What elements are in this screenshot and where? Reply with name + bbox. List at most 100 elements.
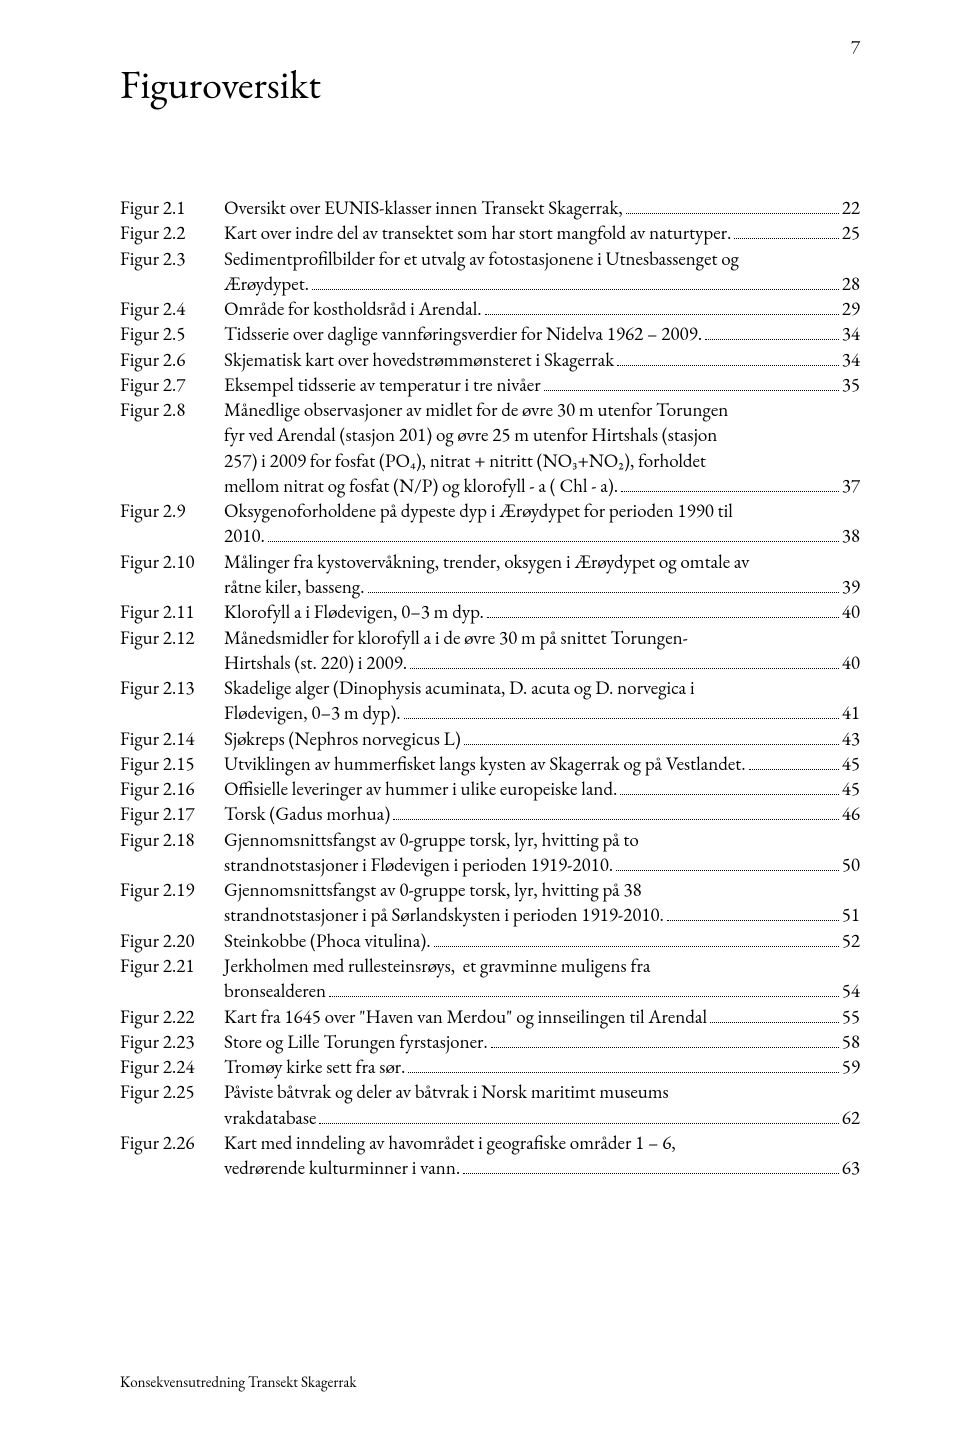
figure-body: Eksempel tidsserie av temperatur i tre n… (224, 372, 860, 397)
figure-label: Figur 2.8 (120, 397, 224, 422)
figure-text: Tromøy kirke sett fra sør. (224, 1054, 405, 1079)
figure-line: 257) i 2009 for fosfat (PO₄), nitrat + n… (224, 448, 860, 473)
figure-text: Flødevigen, 0–3 m dyp). (224, 700, 401, 725)
figure-text: Gjennomsnittsfangst av 0-gruppe torsk, l… (224, 827, 639, 852)
figure-text: Kart med inndeling av havområdet i geogr… (224, 1130, 676, 1155)
figure-text: strandnotstasjoner i på Sørlandskysten i… (224, 902, 664, 927)
figure-body: Kart over indre del av transektet som ha… (224, 220, 860, 245)
figure-text: Ærøydypet. (224, 271, 309, 296)
leader-dots (487, 601, 839, 618)
leader-dots (710, 1005, 839, 1022)
figure-entry: Figur 2.14Sjøkreps (Nephros norvegicus L… (120, 726, 860, 751)
leader-dots (312, 273, 839, 290)
figure-body: Klorofyll a i Flødevigen, 0–3 m dyp. 40 (224, 599, 860, 624)
figure-line: Flødevigen, 0–3 m dyp).41 (224, 700, 860, 725)
figure-label: Figur 2.25 (120, 1079, 224, 1104)
figure-line: Oversikt over EUNIS-klasser innen Transe… (224, 195, 860, 220)
figure-line: Område for kostholdsråd i Arendal. 29 (224, 296, 860, 321)
leader-dots (705, 323, 839, 340)
figure-text: Sedimentprofilbilder for et utvalg av fo… (224, 246, 739, 271)
figure-text: bronsealderen (224, 978, 326, 1003)
leader-dots (434, 930, 839, 947)
figure-entry: Figur 2.19Gjennomsnittsfangst av 0-grupp… (120, 877, 860, 928)
figure-text: Utviklingen av hummerfisket langs kysten… (224, 751, 746, 776)
figure-line: Eksempel tidsserie av temperatur i tre n… (224, 372, 860, 397)
figure-line: Tidsserie over daglige vannføringsverdie… (224, 321, 860, 346)
figure-label: Figur 2.11 (120, 599, 224, 624)
figure-text: vedrørende kulturminner i vann. (224, 1155, 460, 1180)
figure-text: Oversikt over EUNIS-klasser innen Transe… (224, 195, 623, 220)
leader-dots (620, 778, 838, 795)
figure-page: 51 (842, 902, 860, 927)
figure-page: 62 (842, 1105, 860, 1130)
figure-page: 40 (842, 650, 860, 675)
figure-line: Månedsmidler for klorofyll a i de øvre 3… (224, 625, 860, 650)
figure-label: Figur 2.23 (120, 1029, 224, 1054)
figure-label: Figur 2.9 (120, 498, 224, 523)
figure-entry: Figur 2.18Gjennomsnittsfangst av 0-grupp… (120, 827, 860, 878)
figure-text: mellom nitrat og fosfat (N/P) og klorofy… (224, 473, 618, 498)
figure-line: mellom nitrat og fosfat (N/P) og klorofy… (224, 473, 860, 498)
figure-entry: Figur 2.8Månedlige observasjoner av midl… (120, 397, 860, 498)
figure-entry: Figur 2.3Sedimentprofilbilder for et utv… (120, 246, 860, 297)
figure-body: Store og Lille Torungen fyrstasjoner.58 (224, 1029, 860, 1054)
figure-text: Målinger fra kystovervåkning, trender, o… (224, 549, 749, 574)
figure-label: Figur 2.7 (120, 372, 224, 397)
figure-text: Gjennomsnittsfangst av 0-gruppe torsk, l… (224, 877, 642, 902)
figure-line: strandnotstasjoner i på Sørlandskysten i… (224, 902, 860, 927)
figure-line: 2010.38 (224, 523, 860, 548)
figure-page: 28 (842, 271, 860, 296)
leader-dots (621, 475, 839, 492)
figure-line: Ærøydypet. 28 (224, 271, 860, 296)
figure-line: fyr ved Arendal (stasjon 201) og øvre 25… (224, 422, 860, 447)
figure-page: 40 (842, 599, 860, 624)
figure-page: 58 (842, 1029, 860, 1054)
figure-body: Kart med inndeling av havområdet i geogr… (224, 1130, 860, 1181)
figure-text: Område for kostholdsråd i Arendal. (224, 296, 482, 321)
figure-text: vrakdatabase (224, 1105, 316, 1130)
figure-page: 34 (842, 347, 860, 372)
figure-page: 29 (842, 296, 860, 321)
figure-entry: Figur 2.21Jerkholmen med rullesteinsrøys… (120, 953, 860, 1004)
figure-body: Torsk (Gadus morhua)46 (224, 801, 860, 826)
figure-label: Figur 2.18 (120, 827, 224, 852)
figure-text: Jerkholmen med rullesteinsrøys, et gravm… (224, 953, 650, 978)
figure-line: Månedlige observasjoner av midlet for de… (224, 397, 860, 422)
figure-text: 2010. (224, 523, 265, 548)
figure-page: 45 (842, 776, 860, 801)
figure-label: Figur 2.14 (120, 726, 224, 751)
leader-dots (368, 576, 839, 593)
figure-label: Figur 2.20 (120, 928, 224, 953)
page-title: Figuroversikt (120, 58, 860, 110)
figure-line: vrakdatabase 62 (224, 1105, 860, 1130)
figure-line: Kart med inndeling av havområdet i geogr… (224, 1130, 860, 1155)
figure-text: Offisielle leveringer av hummer i ulike … (224, 776, 617, 801)
figure-body: Månedlige observasjoner av midlet for de… (224, 397, 860, 498)
figure-page: 34 (842, 321, 860, 346)
figure-entry: Figur 2.13Skadelige alger (Dinophysis ac… (120, 675, 860, 726)
figure-page: 43 (842, 726, 860, 751)
figure-page: 37 (842, 473, 860, 498)
figure-label: Figur 2.2 (120, 220, 224, 245)
figure-page: 50 (842, 852, 860, 877)
figure-label: Figur 2.17 (120, 801, 224, 826)
figure-label: Figur 2.5 (120, 321, 224, 346)
figure-text: Skadelige alger (Dinophysis acuminata, D… (224, 675, 695, 700)
figure-text: Månedlige observasjoner av midlet for de… (224, 397, 728, 422)
figure-body: Jerkholmen med rullesteinsrøys, et gravm… (224, 953, 860, 1004)
figure-label: Figur 2.6 (120, 347, 224, 372)
figure-line: Gjennomsnittsfangst av 0-gruppe torsk, l… (224, 827, 860, 852)
figure-body: Kart fra 1645 over "Haven van Merdou" og… (224, 1004, 860, 1029)
figure-line: Store og Lille Torungen fyrstasjoner.58 (224, 1029, 860, 1054)
figure-body: Skadelige alger (Dinophysis acuminata, D… (224, 675, 860, 726)
figure-body: Påviste båtvrak og deler av båtvrak i No… (224, 1079, 860, 1130)
figure-body: Skjematisk kart over hovedstrømmønsteret… (224, 347, 860, 372)
leader-dots (544, 374, 839, 391)
figure-body: Sjøkreps (Nephros norvegicus L)43 (224, 726, 860, 751)
figure-line: råtne kiler, basseng.39 (224, 574, 860, 599)
figure-entry: Figur 2.4Område for kostholdsråd i Arend… (120, 296, 860, 321)
figure-text: råtne kiler, basseng. (224, 574, 365, 599)
figure-text: Klorofyll a i Flødevigen, 0–3 m dyp. (224, 599, 484, 624)
figure-page: 63 (842, 1155, 860, 1180)
figure-label: Figur 2.24 (120, 1054, 224, 1079)
